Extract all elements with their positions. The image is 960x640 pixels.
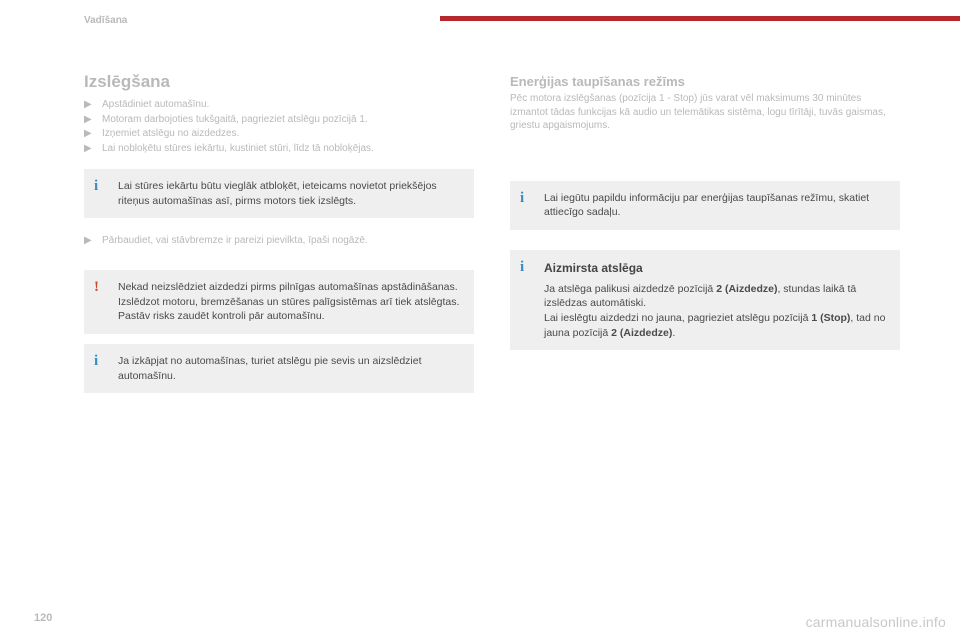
info-icon: i (94, 354, 108, 383)
info-box-steering: i Lai stūres iekārtu būtu vieglāk atbloķ… (84, 169, 474, 218)
left-bullet-brake: ▶Pārbaudiet, vai stāvbremze ir pareizi p… (84, 234, 474, 248)
info-box-energy: i Lai iegūtu papildu informāciju par ene… (510, 181, 900, 230)
warn-box-ignition: ! Nekad neizslēdziet aizdedzi pirms piln… (84, 270, 474, 334)
bullet-text: Pārbaudiet, vai stāvbremze ir pareizi pi… (102, 234, 368, 248)
warn-body: Nekad neizslēdziet aizdedzi pirms pilnīg… (118, 280, 462, 324)
info-body: Lai iegūtu papildu informāciju par enerģ… (544, 191, 888, 220)
right-column: Enerģijas taupīšanas režīms Pēc motora i… (510, 72, 900, 395)
bullet-text: Izņemiet atslēgu no aizdedzes. (102, 127, 239, 141)
bullet-text: Lai nobloķētu stūres iekārtu, kustiniet … (102, 142, 374, 156)
keybox-p1: Ja atslēga palikusi aizdedzē pozīcijā 2 … (544, 282, 888, 311)
right-body: Pēc motora izslēgšanas (pozīcija 1 - Sto… (510, 92, 900, 133)
bullet-text: Apstādiniet automašīnu. (102, 98, 209, 112)
left-column: Izslēgšana ▶Apstādiniet automašīnu. ▶Mot… (84, 72, 474, 395)
keybox-p2: Lai ieslēgtu aizdedzi no jauna, pagriezi… (544, 311, 888, 340)
info-box-key: i Ja izkāpjat no automašīnas, turiet ats… (84, 344, 474, 393)
keybox-title: Aizmirsta atslēga (544, 260, 888, 277)
header-red-bar (440, 16, 960, 21)
left-title: Izslēgšana (84, 72, 474, 92)
page-number: 120 (34, 612, 52, 624)
page-content: Izslēgšana ▶Apstādiniet automašīnu. ▶Mot… (84, 72, 900, 600)
info-body: Ja izkāpjat no automašīnas, turiet atslē… (118, 354, 462, 383)
info-icon: i (520, 191, 534, 220)
bullet-text: Motoram darbojoties tukšgaitā, pagriezie… (102, 113, 368, 127)
right-title: Enerģijas taupīšanas režīms (510, 74, 900, 89)
watermark: carmanualsonline.info (806, 614, 946, 630)
left-bullets: ▶Apstādiniet automašīnu. ▶Motoram darboj… (84, 98, 474, 155)
info-icon: i (94, 179, 108, 208)
header-category: Vadīšana (84, 15, 127, 26)
keybox-body: Aizmirsta atslēga Ja atslēga palikusi ai… (544, 260, 888, 341)
info-icon: i (520, 260, 534, 341)
warning-icon: ! (94, 280, 108, 324)
info-body: Lai stūres iekārtu būtu vieglāk atbloķēt… (118, 179, 462, 208)
info-box-forgotten-key: i Aizmirsta atslēga Ja atslēga palikusi … (510, 250, 900, 351)
